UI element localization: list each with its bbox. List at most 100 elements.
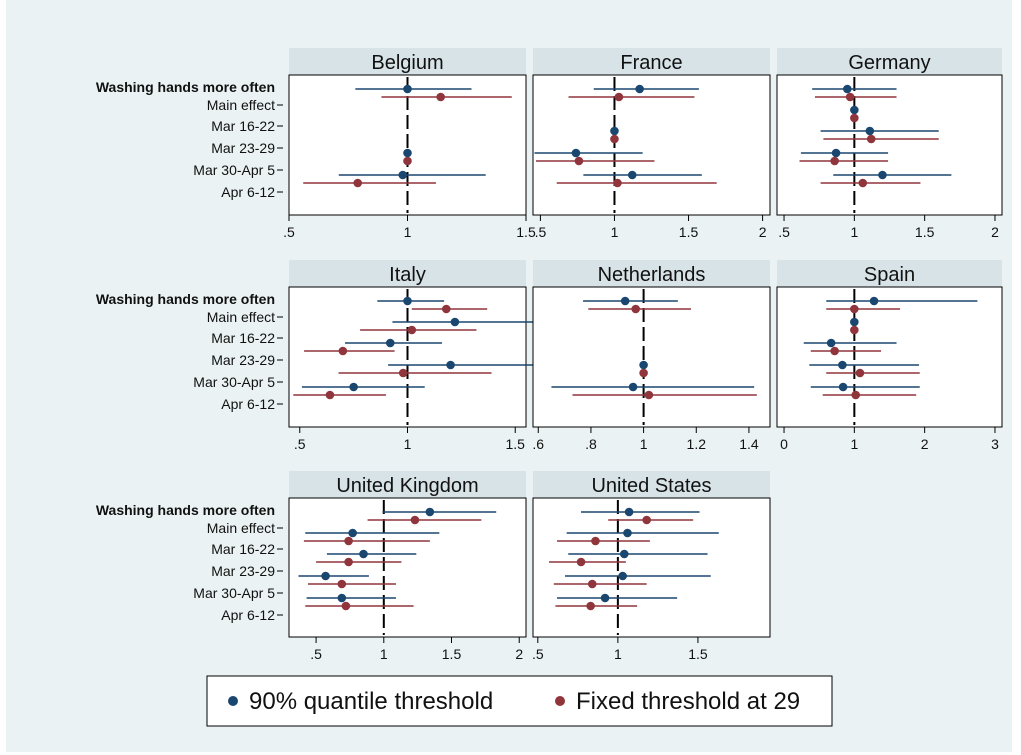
estimate-point [838, 382, 848, 392]
x-tick-label: .5 [283, 224, 295, 240]
estimate-point [850, 325, 859, 335]
panel-title-bar [533, 260, 770, 287]
panel-title-bar [777, 260, 1002, 287]
panel-title: Netherlands [598, 264, 706, 286]
legend-marker-series-1 [228, 696, 238, 706]
x-tick-label: 1 [850, 224, 858, 240]
x-tick-label: 1 [611, 224, 619, 240]
estimate-point [639, 368, 648, 378]
legend-label-series-1: 90% quantile threshold [249, 688, 493, 715]
panel-title: Spain [864, 264, 915, 286]
estimate-point [337, 593, 347, 603]
x-tick-label: 2 [991, 224, 999, 240]
estimate-point [620, 296, 630, 306]
legend: 90% quantile threshold Fixed threshold at… [206, 675, 833, 727]
estimate-point [353, 178, 363, 188]
legend-box [206, 675, 833, 727]
row-heading-label: Washing hands more often [96, 79, 275, 95]
x-tick-label: 2 [921, 436, 929, 452]
figure-background: Washing hands more often Main effect Mar 1… [6, 0, 1012, 752]
row-label: Mar 23-29 [211, 352, 275, 368]
panel-belgium: Belgium .5 1 1.5 [283, 48, 536, 240]
panel-netherlands: Netherlands .6 .8 1 1.2 1.4 [532, 260, 771, 452]
x-tick-label: 0 [780, 436, 788, 452]
x-tick-label: .5 [294, 436, 306, 452]
x-tick-label: 3 [991, 436, 999, 452]
estimate-point [642, 515, 651, 525]
x-tick-label: 1 [640, 436, 648, 452]
estimate-point [587, 579, 597, 589]
estimate-point [635, 84, 644, 94]
panel-france: France .5 1 1.5 2 [532, 48, 771, 240]
x-tick-label: .5 [778, 224, 790, 240]
estimate-point [341, 601, 351, 611]
estimate-point [865, 126, 875, 136]
x-tick-label: 1.5 [915, 224, 935, 240]
estimate-point [410, 515, 420, 525]
estimate-point [851, 390, 861, 400]
plot-area [532, 497, 771, 638]
x-tick-label: 1.5 [516, 224, 536, 240]
estimate-point [869, 296, 879, 306]
estimate-point [344, 557, 353, 567]
estimate-point [338, 346, 348, 356]
row-label: Main effect [207, 520, 275, 536]
plot-area [288, 497, 527, 638]
x-tick-label: 1.2 [687, 436, 707, 452]
row-label: Mar 16-22 [211, 118, 275, 134]
x-tick-label: 1 [614, 646, 622, 662]
estimate-point [855, 368, 865, 378]
estimate-point [337, 579, 347, 589]
panel-title-bar [533, 48, 770, 75]
x-tick-label: 1.5 [679, 224, 699, 240]
estimate-point [631, 304, 640, 314]
x-tick-label: 1.5 [688, 646, 708, 662]
x-tick-label: .5 [310, 646, 322, 662]
panel-title: Italy [389, 264, 426, 286]
row-heading-label: Washing hands more often [96, 291, 275, 307]
estimate-point [830, 346, 839, 356]
row-label: Mar 16-22 [211, 330, 275, 346]
estimate-point [425, 507, 435, 517]
row-labels-2: Washing hands more often Main effect Mar 1… [96, 291, 283, 412]
estimate-point [398, 368, 408, 378]
panel-united-states: United States .5 1 1.5 [532, 471, 771, 662]
panel-italy: Italy .5 1 1.5 [288, 260, 539, 452]
estimate-point [576, 557, 586, 567]
estimate-point [441, 304, 451, 314]
panel-spain: Spain 0 1 2 3 [776, 260, 1003, 452]
estimate-point [450, 317, 460, 327]
x-tick-label: 1.4 [739, 436, 759, 452]
x-tick-label: .6 [532, 436, 544, 452]
estimate-point [624, 507, 634, 517]
estimate-point [623, 528, 632, 538]
estimate-point [403, 156, 412, 166]
row-label: Apr 6-12 [221, 396, 275, 412]
estimate-point [359, 549, 368, 559]
x-tick-label: 1.5 [442, 646, 462, 662]
panel-title: Germany [848, 52, 930, 74]
panel-title: United States [591, 475, 711, 497]
row-label: Main effect [207, 97, 275, 113]
row-heading-label: Washing hands more often [96, 502, 275, 518]
panel-title-bar [533, 471, 770, 498]
estimate-point [845, 92, 855, 102]
estimate-point [610, 126, 619, 136]
estimate-point [571, 148, 581, 158]
panel-united-kingdom: United Kingdom .5 1 1.5 2 [288, 471, 527, 662]
estimate-point [574, 156, 584, 166]
panel-title-bar [289, 471, 526, 498]
estimate-point [403, 148, 412, 158]
x-tick-label: 1 [404, 224, 412, 240]
estimate-point [446, 360, 455, 370]
estimate-point [628, 382, 638, 392]
estimate-point [348, 528, 357, 538]
panel-title: Belgium [371, 52, 443, 74]
estimate-point [619, 549, 629, 559]
row-label: Mar 23-29 [211, 563, 275, 579]
x-tick-label: 2 [515, 646, 523, 662]
x-tick-label: 1 [850, 436, 858, 452]
estimate-point [831, 148, 841, 158]
estimate-point [627, 170, 637, 180]
x-tick-label: 2 [759, 224, 767, 240]
